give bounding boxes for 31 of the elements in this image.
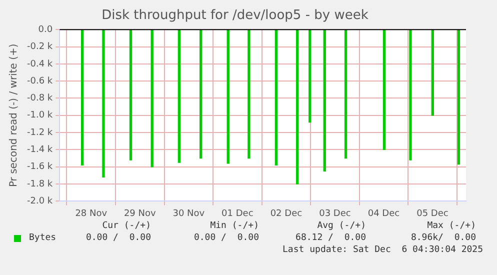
y-tick-label: -1.4 k (26, 145, 54, 156)
text: 68.12 / 0.00 (296, 233, 366, 243)
x-tick-label: 05 Dec (416, 208, 448, 219)
x-tick-label: 04 Dec (368, 208, 400, 219)
text: Last update: Sat Dec 6 04:30:04 2025 (282, 245, 483, 255)
text: 0.00 / 0.00 (194, 233, 259, 243)
chart-title: Disk throughput for /dev/loop5 - by week (102, 8, 369, 24)
y-tick-label: -0.6 k (26, 76, 54, 86)
y-tick-label: 0.0 (38, 24, 53, 35)
y-tick-label: -0.8 k (26, 94, 54, 104)
text: 8.96k/ 0.00 (410, 233, 476, 243)
x-tick-label: 01 Dec (222, 208, 254, 219)
x-tick-label: 29 Nov (124, 208, 156, 219)
y-tick-label: -0.2 k (26, 42, 54, 52)
y-tick-label: -1.2 k (26, 128, 54, 138)
y-tick-label: -2.0 k (26, 196, 54, 207)
text: Avg (-/+) (317, 221, 366, 231)
y-tick-label: -1.8 k (26, 179, 54, 190)
y-tick-label: -1.6 k (26, 162, 54, 172)
text: Cur (-/+) (102, 221, 151, 231)
legend-label: Bytes (29, 233, 56, 243)
x-tick-label: 28 Nov (75, 208, 108, 219)
y-tick-label: -1.0 k (26, 110, 54, 121)
text: Min (-/+) (210, 221, 259, 231)
x-tick-label: 30 Nov (172, 208, 206, 219)
text: 0.00 / 0.00 (86, 233, 151, 243)
y-axis-title: Pr second read (-) / write (+) (8, 44, 20, 188)
x-tick-label: 02 Dec (270, 208, 302, 219)
text: Max (-/+) (427, 221, 476, 231)
y-tick-label: -0.4 k (26, 59, 54, 70)
x-tick-label: 03 Dec (319, 208, 351, 219)
